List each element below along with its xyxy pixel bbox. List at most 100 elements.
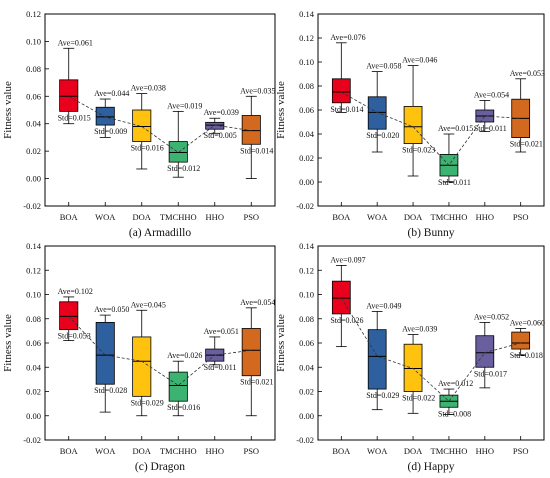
y-tick-label: 0.14	[299, 9, 315, 19]
y-axis-label: Fitness value	[275, 81, 287, 139]
y-tick-label: 0.02	[299, 387, 314, 397]
ave-label: Ave=0.058	[366, 62, 401, 71]
y-axis-label: Fitness value	[2, 314, 14, 372]
y-tick-label: 0.08	[26, 64, 41, 74]
ave-label: Ave=0.039	[402, 325, 437, 334]
median-trend-line	[340, 297, 521, 402]
plot-frame	[317, 245, 545, 441]
box-pso	[241, 328, 261, 377]
ave-label: Ave=0.052	[474, 312, 509, 321]
y-tick-label: -0.02	[296, 435, 314, 445]
median-trend-line	[68, 316, 252, 386]
ave-label: Ave=0.049	[366, 301, 401, 310]
y-tick-label: 0.12	[299, 33, 314, 43]
std-label: Std=0.021	[240, 378, 273, 387]
chart-panel-3: -0.02 0.00 0.02 0.04 0.06 0.08 0.10 0.12 0.14 Fit…	[2, 241, 276, 473]
box-pso	[241, 115, 261, 145]
x-tick-label: PSO	[243, 446, 259, 456]
std-label: Std=0.012	[167, 164, 200, 173]
y-tick-label: 0.04	[26, 362, 42, 372]
ave-label: Ave=0.045	[131, 300, 166, 309]
y-tick-label: 0.04	[26, 119, 42, 129]
box-boa	[59, 301, 79, 331]
y-tick-label: 0.10	[26, 290, 41, 300]
ave-label: Ave=0.044	[94, 89, 129, 98]
ave-label: Ave=0.054	[240, 298, 275, 307]
y-tick-label: 0.00	[299, 177, 314, 187]
std-label: Std=0.014	[240, 146, 273, 155]
y-tick-label: 0.02	[26, 146, 41, 156]
std-label: Std=0.011	[438, 178, 471, 187]
std-label: Std=0.023	[402, 146, 435, 155]
ave-label: Ave=0.060	[510, 318, 545, 327]
y-tick-label: 0.06	[299, 105, 314, 115]
ave-label: Ave=0.038	[131, 84, 166, 93]
box-boa	[59, 79, 79, 112]
y-tick-label: -0.02	[296, 201, 314, 211]
std-label: Std=0.053	[58, 332, 91, 341]
std-label: Std=0.021	[510, 140, 543, 149]
std-label: Std=0.011	[204, 363, 237, 372]
x-tick-label: TMCHHO	[160, 446, 197, 456]
chart-panel-4: -0.02 0.00 0.02 0.04 0.06 0.08 0.10 0.12 0.14 Fit…	[275, 241, 545, 473]
y-axis-label: Fitness value	[275, 314, 287, 372]
y-tick-label: 0.10	[299, 290, 314, 300]
x-tick-label: HHO	[476, 446, 494, 456]
std-label: Std=0.020	[366, 131, 399, 140]
std-label: Std=0.015	[58, 113, 91, 122]
y-tick-label: 0.00	[26, 411, 41, 421]
std-label: Std=0.016	[167, 403, 200, 412]
x-tick-label: PSO	[243, 212, 259, 222]
box-tmchho	[168, 141, 188, 163]
box-hho	[475, 335, 495, 368]
box-woa	[95, 106, 115, 126]
ave-label: Ave=0.015	[438, 124, 473, 133]
x-tick-label: DOA	[404, 446, 423, 456]
x-tick-label: PSO	[513, 212, 529, 222]
ave-label: Ave=0.046	[402, 56, 437, 65]
x-tick-label: HHO	[476, 212, 494, 222]
x-tick-label: TMCHHO	[160, 212, 197, 222]
x-tick-label: HHO	[206, 212, 224, 222]
std-label: Std=0.029	[131, 398, 164, 407]
x-tick-label: WOA	[95, 446, 116, 456]
x-tick-label: TMCHHO	[431, 446, 468, 456]
y-tick-label: 0.08	[26, 314, 41, 324]
plot-frame	[44, 245, 276, 441]
std-label: Std=0.022	[402, 394, 435, 403]
x-tick-label: BOA	[332, 212, 351, 222]
panel-caption: (d) Happy	[408, 461, 455, 473]
x-tick-label: WOA	[367, 212, 388, 222]
panel-caption: (b) Bunny	[408, 227, 455, 239]
x-tick-label: WOA	[367, 446, 388, 456]
y-tick-label: 0.04	[299, 362, 315, 372]
median-trend-line	[341, 91, 521, 166]
box-woa	[367, 96, 387, 130]
median-trend-line	[68, 95, 252, 153]
std-label: Std=0.029	[366, 391, 399, 400]
ave-label: Ave=0.026	[167, 351, 202, 360]
panel-caption: (a) Armadillo	[129, 227, 192, 239]
box-doa	[403, 106, 423, 145]
x-tick-label: HHO	[206, 446, 224, 456]
y-tick-label: 0.14	[26, 241, 42, 251]
y-tick-label: 0.06	[299, 338, 314, 348]
y-tick-label: 0.14	[299, 241, 315, 251]
y-tick-label: 0.10	[26, 36, 41, 46]
x-tick-label: BOA	[60, 446, 79, 456]
y-tick-label: 0.00	[299, 411, 314, 421]
ave-label: Ave=0.097	[330, 255, 365, 264]
y-tick-label: 0.08	[299, 314, 314, 324]
box-doa	[132, 109, 152, 142]
y-axis-label: Fitness value	[2, 81, 14, 139]
ave-label: Ave=0.053	[510, 69, 545, 78]
std-label: Std=0.028	[94, 386, 127, 395]
y-tick-label: 0.10	[299, 57, 314, 67]
x-tick-label: DOA	[404, 212, 423, 222]
y-tick-label: 0.06	[26, 338, 41, 348]
x-tick-label: PSO	[513, 446, 529, 456]
x-tick-label: BOA	[332, 446, 351, 456]
x-tick-label: WOA	[95, 212, 116, 222]
